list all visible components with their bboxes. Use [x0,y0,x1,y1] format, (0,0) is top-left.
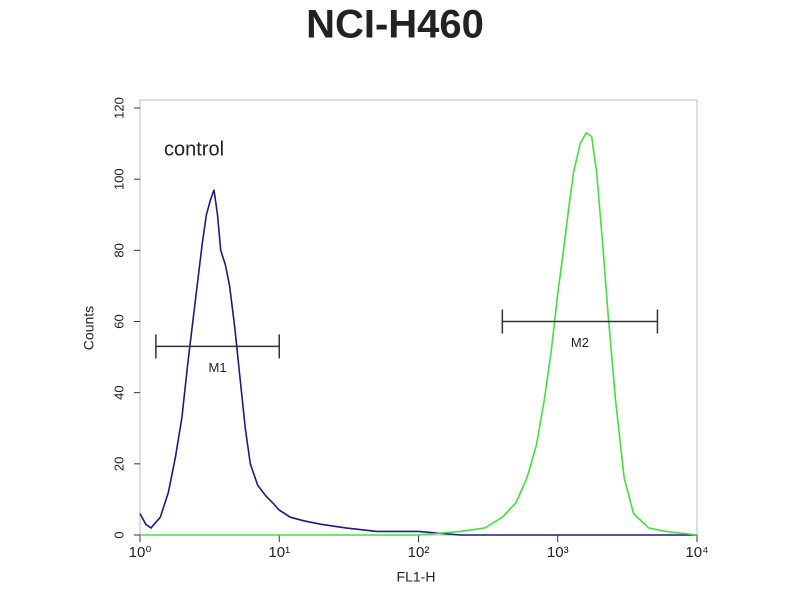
histogram-line [140,131,698,536]
chart-title: NCI-H460 [306,3,484,47]
y-tick-label: 120 [111,97,126,119]
y-tick-label: 100 [111,168,126,190]
y-tick-label: 0 [111,531,126,538]
annotation: control [164,138,224,160]
y-tick-label: 60 [111,314,126,328]
marker-label: M1 [209,360,227,375]
y-tick-label: 40 [111,385,126,399]
x-tick-label: 10³ [547,544,569,561]
x-axis-label: FL1-H [397,569,436,585]
y-tick-label: 80 [111,243,126,257]
x-tick-label: 10¹ [268,544,290,561]
x-tick-label: 10⁰ [129,544,152,561]
marker-label: M2 [571,335,589,350]
x-tick-label: 10² [408,544,430,561]
y-tick-label: 20 [111,457,126,471]
histogram-line [139,189,697,536]
plot-frame [139,99,698,536]
y-axis-label: Counts [81,306,97,350]
x-tick-label: 10⁴ [685,544,708,561]
